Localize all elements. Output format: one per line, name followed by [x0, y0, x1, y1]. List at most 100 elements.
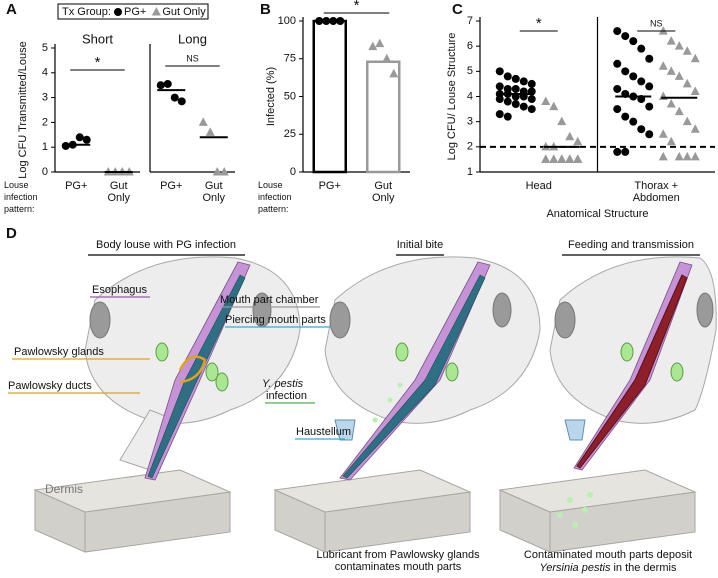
caption-species: Yersinia pestis [540, 562, 611, 574]
point [666, 99, 676, 108]
y-tick-label: 2 [467, 141, 473, 153]
significance-label: NS [186, 53, 199, 63]
x-tick-label: Gut Only [202, 180, 225, 204]
point [613, 59, 622, 68]
point [565, 154, 575, 163]
y-tick-label: 50 [284, 90, 296, 102]
point [549, 101, 559, 111]
point [645, 54, 654, 63]
point [503, 112, 512, 121]
point [495, 110, 504, 119]
y-tick-label: 4 [42, 67, 48, 79]
point [82, 135, 91, 144]
point [495, 95, 504, 104]
y-tick-label: 1 [42, 141, 48, 153]
bar [366, 60, 401, 174]
x-tick-label: Thorax + Abdomen [633, 180, 680, 204]
panel-letter: C [452, 1, 463, 18]
point [682, 116, 692, 126]
point [315, 17, 324, 25]
point [329, 17, 338, 25]
y-tick-label: 75 [284, 53, 296, 65]
subplot-title: Long [178, 31, 207, 46]
point [645, 130, 654, 139]
point [613, 84, 622, 93]
point [503, 97, 512, 106]
point [573, 154, 583, 163]
y-tick-label: 2 [42, 116, 48, 128]
point [198, 117, 208, 126]
diagram-label: Piercing mouth parts [225, 314, 326, 326]
x-tick-label: Gut Only [107, 180, 130, 204]
point [613, 105, 622, 114]
point [613, 147, 622, 156]
point [511, 84, 520, 93]
point [666, 136, 676, 146]
point [541, 96, 551, 106]
point [629, 72, 638, 81]
x-tick-label: PG+ [160, 180, 182, 192]
point [682, 46, 692, 55]
point [658, 151, 668, 161]
point [527, 79, 536, 88]
y-tick-label: 0 [290, 166, 296, 178]
diagram-label: Pawlowsky ducts [8, 380, 92, 392]
panel-letter: D [6, 225, 17, 242]
significance-label: * [536, 15, 542, 32]
x-tick-label: Head [526, 180, 552, 192]
point [637, 125, 646, 134]
y-tick-label: 1 [467, 166, 473, 178]
diagram-label: Mouth part chamber [220, 294, 319, 306]
point [151, 7, 161, 16]
x-tick-label: PG+ [319, 180, 341, 192]
legend-label: Gut Only [162, 6, 206, 18]
point [519, 77, 528, 86]
point [389, 68, 399, 78]
point [666, 36, 676, 45]
point [621, 147, 630, 156]
point [565, 131, 575, 141]
diagram-caption: Contaminated mouth parts deposit [524, 549, 692, 561]
point [156, 81, 165, 90]
significance-label: * [95, 54, 101, 71]
point [375, 38, 385, 48]
point [557, 154, 567, 163]
y-tick-label: 7 [467, 15, 473, 27]
point [511, 74, 520, 83]
point [519, 102, 528, 111]
x-axis-label: Anatomical Structure [546, 208, 648, 220]
point [495, 82, 504, 91]
panel-letter: B [260, 1, 271, 18]
diagram-heading: Initial bite [397, 239, 443, 251]
legend-label: PG+ [124, 6, 146, 18]
y-tick-label: 3 [42, 92, 48, 104]
diagram-heading: Feeding and transmission [568, 239, 694, 251]
diagram-heading: Body louse with PG infection [96, 239, 236, 251]
diagram-caption: Lubricant from Pawlowsky glands contamina… [316, 549, 480, 573]
subplot-title: Short [82, 31, 113, 46]
diagram-label: Y. pestis [262, 378, 304, 390]
point [645, 82, 654, 91]
point [629, 117, 638, 126]
point [541, 154, 551, 163]
point [621, 67, 630, 76]
point [557, 116, 567, 126]
point [75, 133, 84, 142]
point [549, 154, 559, 163]
point [690, 53, 700, 63]
point [212, 167, 222, 176]
y-tick-label: 0 [42, 166, 48, 178]
point [674, 41, 684, 50]
point [382, 53, 392, 63]
bar [312, 19, 347, 174]
point [613, 27, 622, 36]
point [682, 151, 692, 161]
point [511, 100, 520, 109]
x-row-label: Louse infection pattern: [4, 180, 38, 214]
point [629, 37, 638, 46]
significance-label: NS [650, 18, 663, 28]
point [645, 102, 654, 111]
diagram-caption: Yersinia pestis in the dermis [540, 562, 677, 574]
point [666, 66, 676, 75]
point [658, 26, 668, 35]
